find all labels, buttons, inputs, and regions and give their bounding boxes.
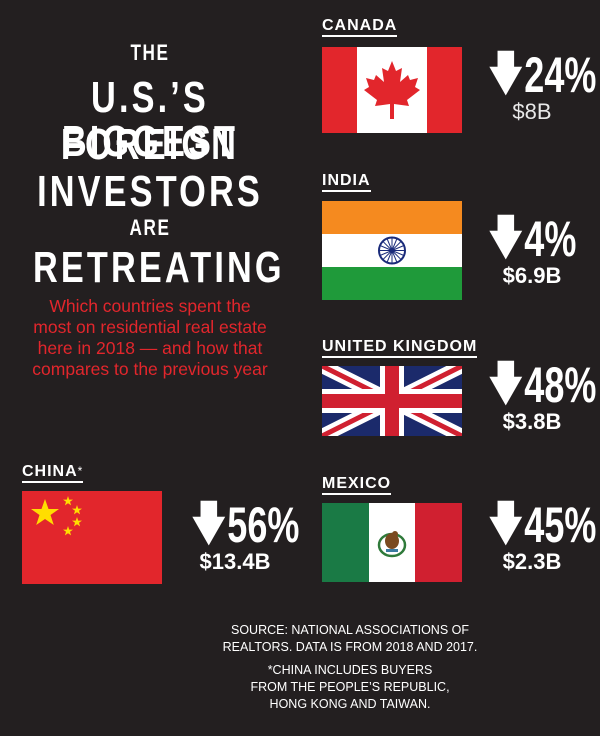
china-flag-icon xyxy=(22,491,162,584)
source-line-2: REALTORS. DATA IS FROM 2018 AND 2017. xyxy=(222,640,478,654)
china-footnote: *CHINA INCLUDES BUYERS FROM THE PEOPLE’S… xyxy=(150,662,550,713)
amount-mexico: $2.3B xyxy=(502,549,562,574)
stat-mexico: 🡇45% $2.3B xyxy=(472,497,597,574)
stat-canada: 🡇24% $8B xyxy=(472,47,597,124)
amount-india: $6.9B xyxy=(502,263,562,288)
title-line-5: ARE xyxy=(129,215,171,240)
canada-flag-icon xyxy=(322,47,462,133)
pct-uk: 🡇48% xyxy=(488,357,597,410)
pct-canada: 🡇24% xyxy=(488,47,597,100)
pct-india: 🡇4% xyxy=(488,211,577,267)
pct-uk-value: 48% xyxy=(524,357,597,413)
amount-uk: $3.8B xyxy=(502,409,562,434)
mexico-flag-icon xyxy=(322,503,462,582)
footnote-line-3: HONG KONG AND TAIWAN. xyxy=(269,697,431,711)
china-asterisk: * xyxy=(77,464,84,478)
country-label-canada: CANADA xyxy=(322,17,398,37)
country-label-india: INDIA xyxy=(322,172,371,192)
uk-flag-icon xyxy=(322,366,462,436)
source-note: SOURCE: NATIONAL ASSOCIATIONS OF REALTOR… xyxy=(150,622,550,656)
down-arrow-icon: 🡇 xyxy=(488,47,523,99)
stat-uk: 🡇48% $3.8B xyxy=(472,357,597,434)
down-arrow-icon: 🡇 xyxy=(191,497,226,549)
amount-canada: $8B xyxy=(512,99,552,124)
down-arrow-icon: 🡇 xyxy=(488,497,523,549)
stat-china: 🡇56% $13.4B xyxy=(175,497,300,574)
country-label-china-text: CHINA xyxy=(22,463,78,480)
pct-china-value: 56% xyxy=(227,497,300,553)
pct-india-value: 4% xyxy=(524,211,577,267)
title-line-1: THE xyxy=(130,40,170,65)
title-line-3: FOREIGN xyxy=(60,120,240,169)
title-line-4: INVESTORS xyxy=(37,167,263,216)
india-flag-icon xyxy=(322,201,462,300)
country-label-china: CHINA* xyxy=(22,463,84,483)
country-label-mexico: MEXICO xyxy=(322,475,392,495)
country-label-uk: UNITED KINGDOM xyxy=(322,338,478,358)
down-arrow-icon: 🡇 xyxy=(488,357,523,409)
subtitle: Which countries spent the most on reside… xyxy=(32,296,268,379)
pct-china: 🡇56% xyxy=(191,497,300,550)
amount-china: $13.4B xyxy=(199,549,271,574)
title-line-2: U.S.’S BIGGEST xyxy=(61,73,239,166)
pct-mexico-value: 45% xyxy=(524,497,597,553)
stat-india: 🡇4% $6.9B xyxy=(472,214,592,288)
footnote-line-1: *CHINA INCLUDES BUYERS xyxy=(267,663,433,677)
title-line-6: RETREATING xyxy=(33,243,285,292)
down-arrow-icon: 🡇 xyxy=(488,211,523,263)
footnote-line-2: FROM THE PEOPLE’S REPUBLIC, xyxy=(250,680,450,694)
pct-canada-value: 24% xyxy=(524,47,597,103)
pct-mexico: 🡇45% xyxy=(488,497,597,550)
source-line-1: SOURCE: NATIONAL ASSOCIATIONS OF xyxy=(230,623,469,637)
